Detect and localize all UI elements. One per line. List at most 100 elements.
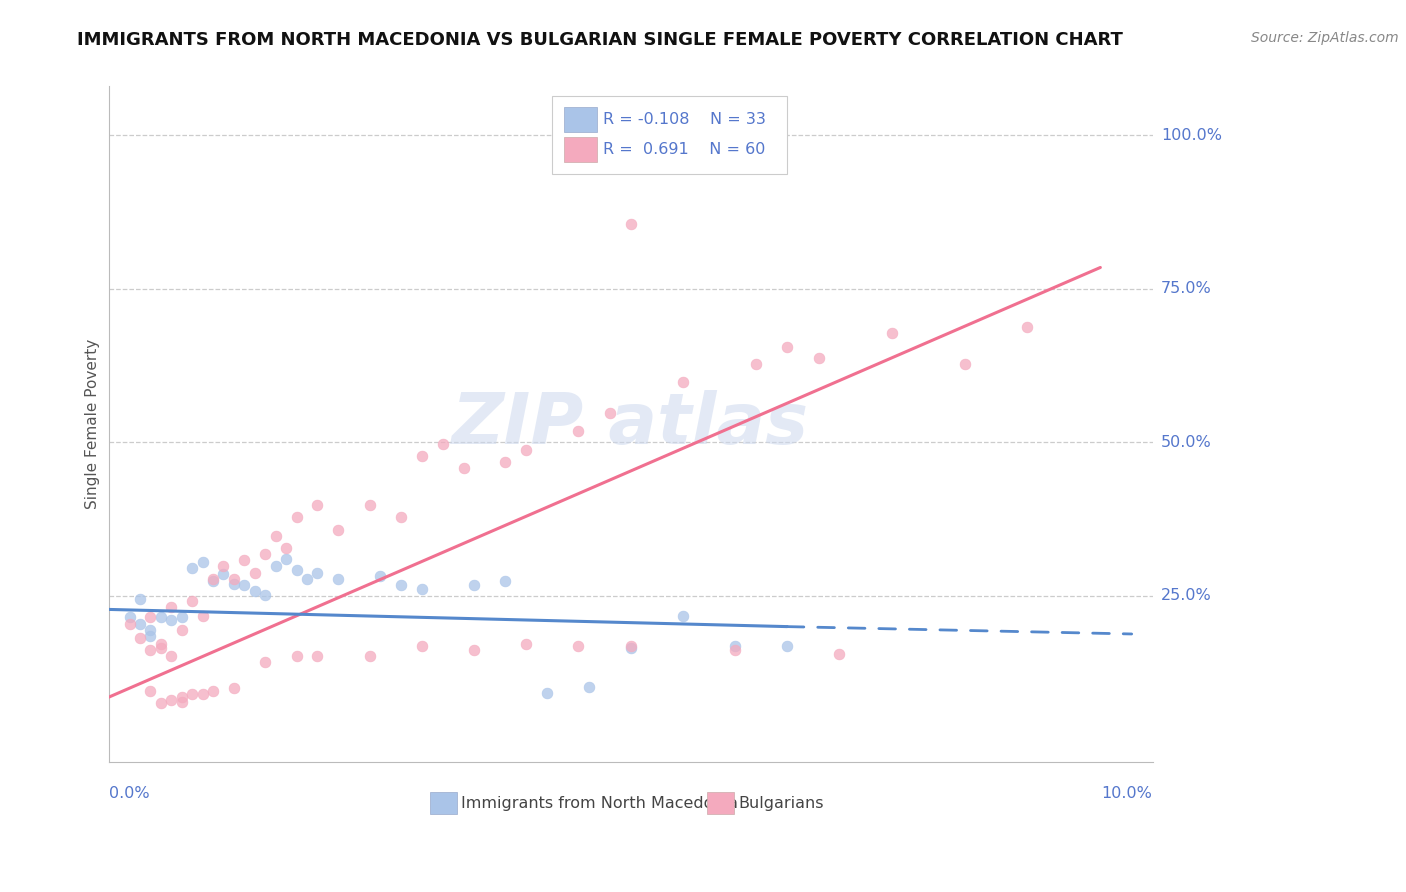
Point xyxy=(359,649,381,664)
Point xyxy=(181,687,204,701)
Point xyxy=(307,498,329,512)
Point xyxy=(274,552,297,566)
Point xyxy=(181,594,204,608)
FancyBboxPatch shape xyxy=(564,137,598,162)
Text: Source: ZipAtlas.com: Source: ZipAtlas.com xyxy=(1251,31,1399,45)
Text: R = -0.108    N = 33: R = -0.108 N = 33 xyxy=(603,112,766,127)
Point xyxy=(368,569,391,583)
Point xyxy=(129,616,152,631)
Point xyxy=(285,510,308,524)
FancyBboxPatch shape xyxy=(430,792,457,814)
Point xyxy=(129,592,152,607)
Point xyxy=(515,637,537,651)
Point xyxy=(139,623,162,637)
Point xyxy=(953,357,976,371)
Point xyxy=(1017,320,1039,334)
Point xyxy=(567,425,589,439)
Point xyxy=(307,566,329,581)
Point xyxy=(515,442,537,457)
Point xyxy=(222,576,245,591)
Point xyxy=(880,326,903,340)
Point xyxy=(202,572,225,586)
Point xyxy=(724,643,747,657)
Point xyxy=(389,510,412,524)
Point xyxy=(129,631,152,645)
Point xyxy=(139,610,162,624)
FancyBboxPatch shape xyxy=(707,792,734,814)
Point xyxy=(432,436,454,450)
Point xyxy=(620,641,643,656)
Point xyxy=(212,567,235,582)
Point xyxy=(118,610,141,624)
Point xyxy=(149,610,172,624)
Point xyxy=(724,640,747,654)
Point xyxy=(274,541,297,555)
Point xyxy=(359,498,381,512)
Point xyxy=(149,697,172,711)
Point xyxy=(620,640,643,654)
Point xyxy=(672,608,695,623)
Point xyxy=(243,566,266,580)
Point xyxy=(285,563,308,577)
Point xyxy=(139,684,162,698)
FancyBboxPatch shape xyxy=(553,96,787,174)
Point xyxy=(672,376,695,390)
Point xyxy=(254,588,277,602)
Point xyxy=(578,680,600,694)
Point xyxy=(599,406,621,420)
Point xyxy=(170,694,193,708)
FancyBboxPatch shape xyxy=(564,107,598,132)
Text: 75.0%: 75.0% xyxy=(1161,282,1212,296)
Text: ZIP atlas: ZIP atlas xyxy=(453,390,810,458)
Point xyxy=(494,455,516,469)
Point xyxy=(264,559,287,574)
Point xyxy=(328,523,350,537)
Point xyxy=(149,641,172,656)
Point xyxy=(118,616,141,631)
Y-axis label: Single Female Poverty: Single Female Poverty xyxy=(86,339,100,509)
Point xyxy=(160,599,183,614)
Text: Bulgarians: Bulgarians xyxy=(738,796,824,811)
Point xyxy=(181,561,204,575)
Text: IMMIGRANTS FROM NORTH MACEDONIA VS BULGARIAN SINGLE FEMALE POVERTY CORRELATION C: IMMIGRANTS FROM NORTH MACEDONIA VS BULGA… xyxy=(77,31,1123,49)
Text: 100.0%: 100.0% xyxy=(1161,128,1222,143)
Point xyxy=(191,687,214,701)
Text: 0.0%: 0.0% xyxy=(108,786,149,801)
Point xyxy=(567,640,589,654)
Point xyxy=(191,555,214,569)
Point xyxy=(170,623,193,637)
Point xyxy=(170,610,193,624)
Point xyxy=(222,572,245,586)
Point xyxy=(285,649,308,664)
Point xyxy=(494,574,516,588)
Point xyxy=(411,582,433,596)
Point xyxy=(212,559,235,574)
Point xyxy=(264,529,287,543)
Point xyxy=(411,640,433,654)
Point xyxy=(828,647,851,661)
Text: Immigrants from North Macedonia: Immigrants from North Macedonia xyxy=(461,796,738,811)
Point xyxy=(328,572,350,586)
Point xyxy=(295,572,318,586)
Point xyxy=(620,218,643,232)
Point xyxy=(222,681,245,695)
Point xyxy=(776,340,799,354)
Point xyxy=(233,553,256,567)
Point xyxy=(307,649,329,664)
Point xyxy=(776,640,799,654)
Point xyxy=(139,643,162,657)
Point xyxy=(463,578,485,592)
Point xyxy=(233,578,256,592)
Text: 10.0%: 10.0% xyxy=(1102,786,1153,801)
Point xyxy=(453,461,475,475)
Point xyxy=(745,357,768,371)
Text: 25.0%: 25.0% xyxy=(1161,589,1212,603)
Point xyxy=(149,637,172,651)
Point xyxy=(170,690,193,705)
Point xyxy=(254,655,277,669)
Point xyxy=(254,547,277,561)
Point xyxy=(389,578,412,592)
Point xyxy=(139,629,162,643)
Point xyxy=(160,693,183,707)
Point xyxy=(202,684,225,698)
